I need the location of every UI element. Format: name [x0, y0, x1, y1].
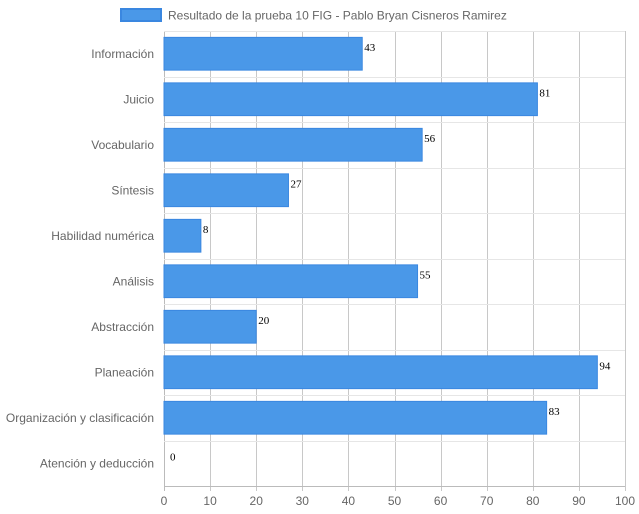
bars — [163, 36, 598, 435]
data-label: 83 — [549, 406, 561, 418]
category-label: Organización y clasificación — [6, 411, 154, 425]
x-tick-label: 70 — [480, 494, 494, 508]
category-label: Planeación — [95, 365, 154, 379]
bar-6[interactable] — [163, 264, 419, 299]
data-label: 0 — [170, 451, 176, 463]
x-tick-label: 30 — [296, 494, 310, 508]
category-label: Atención y deducción — [40, 456, 154, 470]
data-label: 8 — [203, 224, 209, 236]
legend[interactable]: Resultado de la prueba 10 FIG - Pablo Br… — [120, 8, 507, 23]
legend-swatch — [120, 8, 162, 22]
x-axis-ticks: 0 10 20 30 40 50 60 70 80 90 100 — [161, 494, 636, 508]
data-label: 56 — [424, 133, 436, 145]
bar-9[interactable] — [163, 400, 548, 435]
category-label: Información — [91, 47, 154, 61]
category-label: Síntesis — [111, 183, 154, 197]
bar-1[interactable] — [163, 36, 363, 71]
data-label: 55 — [420, 269, 432, 281]
x-tick-label: 60 — [434, 494, 448, 508]
x-tick-label: 20 — [250, 494, 264, 508]
data-label: 43 — [364, 42, 376, 54]
category-label: Abstracción — [91, 320, 154, 334]
category-label: Análisis — [113, 274, 154, 288]
legend-label: Resultado de la prueba 10 FIG - Pablo Br… — [168, 9, 507, 23]
bar-4[interactable] — [163, 173, 289, 208]
x-tick-label: 50 — [388, 494, 402, 508]
category-label: Habilidad numérica — [51, 229, 154, 243]
bar-5[interactable] — [163, 218, 202, 253]
x-tick-label: 40 — [342, 494, 356, 508]
data-labels: 43 81 56 27 8 55 20 94 83 0 — [170, 42, 611, 464]
x-tick-label: 90 — [572, 494, 586, 508]
data-label: 81 — [539, 87, 550, 99]
bar-7[interactable] — [163, 309, 257, 344]
data-label: 27 — [290, 178, 302, 190]
bar-8[interactable] — [163, 355, 598, 390]
data-label: 94 — [599, 360, 611, 372]
category-labels: Información Juicio Vocabulario Síntesis Habi… — [6, 47, 154, 471]
bar-3[interactable] — [163, 127, 423, 162]
x-tick-label: 100 — [615, 494, 635, 508]
category-label: Vocabulario — [91, 138, 154, 152]
x-tick-label: 10 — [203, 494, 217, 508]
bar-2[interactable] — [163, 82, 538, 117]
category-label: Juicio — [123, 92, 154, 106]
data-label: 20 — [258, 315, 270, 327]
x-tick-label: 80 — [526, 494, 540, 508]
x-tick-label: 0 — [161, 494, 168, 508]
